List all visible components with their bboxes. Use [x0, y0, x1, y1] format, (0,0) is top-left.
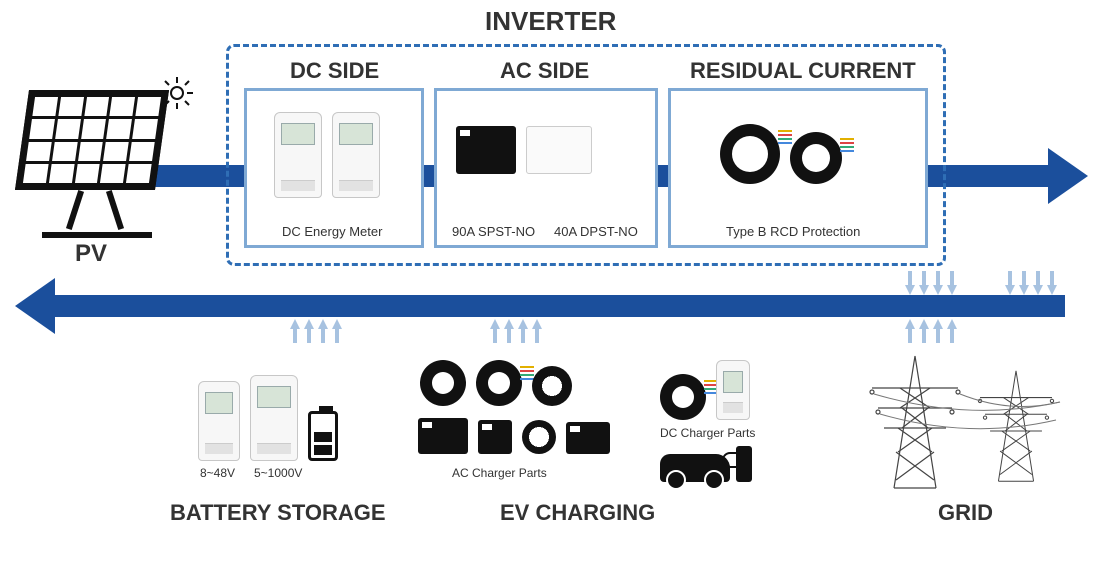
ev-ac-products-2: [418, 418, 610, 454]
tap-arrows-down: [905, 319, 957, 329]
tap-arrows-up: [905, 285, 957, 295]
inverter-title: INVERTER: [485, 6, 616, 37]
relay-white-icon: [526, 126, 592, 174]
battery-meter-icon: [198, 381, 240, 461]
ev-ac-caption: AC Charger Parts: [452, 466, 547, 480]
battery-icon: [308, 411, 338, 461]
grid-title: GRID: [938, 500, 993, 526]
ev-ac-products: [420, 360, 572, 406]
battery-products: [198, 375, 338, 461]
dc-side-products: [274, 112, 380, 198]
dc-meter-icon: [716, 360, 750, 420]
transmission-lines: [860, 352, 1070, 492]
top-bus-arrowhead: [1048, 148, 1088, 204]
sun-icon: [160, 76, 194, 110]
ct-sensor-icon: [476, 360, 522, 406]
tap-arrows-down: [490, 319, 542, 329]
pv-label: PV: [75, 240, 107, 268]
pv-panel-icon: [22, 90, 162, 190]
mid-bus-arrowhead: [15, 278, 55, 334]
ac-side-caption-1: 90A SPST-NO: [452, 224, 535, 239]
ct-sensor-icon: [790, 132, 842, 184]
ev-car-icon: [660, 454, 730, 482]
ct-sensor-icon: [720, 124, 780, 184]
relay-black-icon: [456, 126, 516, 174]
ct-sensor-icon: [660, 374, 706, 420]
tap-arrows-down: [290, 319, 342, 329]
ct-sensor-icon: [532, 366, 572, 406]
ev-car-row: [660, 446, 752, 482]
ev-charger-icon: [736, 446, 752, 482]
dc-side-caption: DC Energy Meter: [282, 224, 382, 239]
ac-side-caption-2: 40A DPST-NO: [554, 224, 638, 239]
battery-caption-1: 8~48V: [200, 466, 235, 480]
ac-side-products: [456, 126, 592, 174]
relay-icon: [566, 422, 610, 454]
battery-meter-icon: [250, 375, 298, 461]
residual-products: [720, 124, 842, 184]
relay-icon: [418, 418, 468, 454]
diagram-stage: INVERTER PV DC SIDE DC Energy Meter: [0, 0, 1101, 583]
residual-title: RESIDUAL CURRENT: [690, 58, 916, 84]
battery-caption-2: 5~1000V: [254, 466, 302, 480]
dc-side-title: DC SIDE: [290, 58, 379, 84]
ct-sensor-icon: [522, 420, 556, 454]
ev-dc-products: [660, 360, 750, 420]
relay-icon: [478, 420, 512, 454]
ct-sensor-icon: [420, 360, 466, 406]
residual-caption: Type B RCD Protection: [726, 224, 860, 239]
battery-title: BATTERY STORAGE: [170, 500, 386, 526]
dc-meter-icon: [274, 112, 322, 198]
dc-meter-icon: [332, 112, 380, 198]
mid-bus-line: [55, 295, 1065, 317]
ev-dc-caption: DC Charger Parts: [660, 426, 755, 440]
ev-title: EV CHARGING: [500, 500, 655, 526]
tap-arrows-up: [1005, 285, 1057, 295]
ac-side-title: AC SIDE: [500, 58, 589, 84]
solar-panel-icon: [15, 90, 169, 190]
